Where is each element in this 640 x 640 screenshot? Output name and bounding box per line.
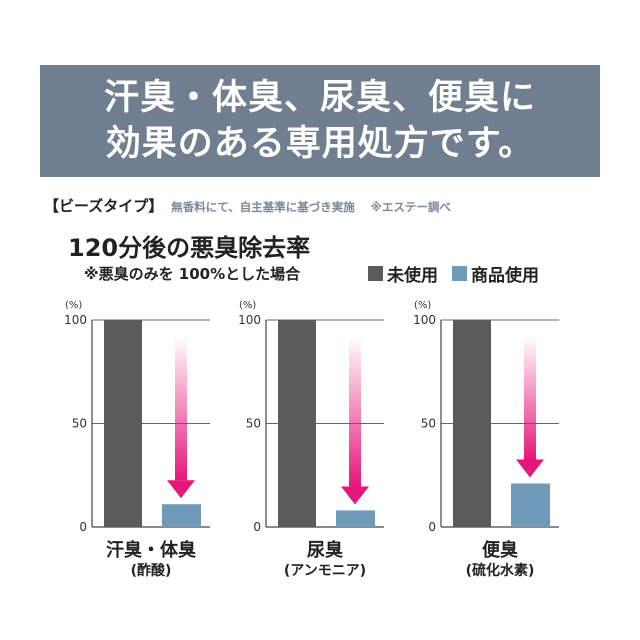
category-label: 便臭 (硫化水素) — [425, 540, 575, 580]
category-label: 尿臭 (アンモニア) — [250, 540, 400, 580]
y-tick-label: 100 — [64, 313, 87, 327]
legend-item-used: 商品使用 — [452, 261, 539, 286]
headline-line-1: 汗臭・体臭、尿臭、便臭に — [103, 78, 536, 118]
y-tick-label: 100 — [238, 313, 261, 327]
y-tick-label: 100 — [413, 313, 436, 327]
category-substance: (アンモニア) — [283, 563, 367, 579]
y-tick-label: 50 — [421, 417, 436, 431]
y-unit-label: (%) — [414, 300, 431, 311]
headline-banner: 汗臭・体臭、尿臭、便臭に 効果のある専用処方です。 — [40, 65, 600, 177]
legend-label-used: 商品使用 — [471, 266, 539, 286]
bar-used — [336, 510, 375, 527]
category-substance: (酢酸) — [130, 563, 172, 579]
category-name: 尿臭 — [307, 540, 343, 561]
test-note: 【ビーズタイプ】 無香料にて、自主基準に基づき実施 ※エステー調べ — [44, 195, 451, 216]
source-text: ※エステー調べ — [370, 200, 451, 214]
reduction-arrow-shaft — [524, 336, 536, 460]
legend-item-unused: 未使用 — [368, 261, 438, 286]
test-condition-text: 無香料にて、自主基準に基づき実施 — [171, 200, 355, 214]
reduction-arrow-head — [167, 480, 195, 499]
chart-legend: 未使用 商品使用 — [368, 261, 553, 286]
y-tick-label: 50 — [246, 417, 261, 431]
y-unit-label: (%) — [65, 300, 82, 311]
category-substance: (硫化水素) — [465, 563, 535, 579]
y-tick-label: 0 — [79, 520, 87, 534]
legend-swatch-used — [452, 266, 467, 281]
y-tick-label: 50 — [72, 417, 87, 431]
bar-used — [162, 504, 201, 527]
reduction-arrow-head — [516, 459, 544, 478]
reduction-arrow-shaft — [349, 336, 361, 487]
category-name: 汗臭・体臭 — [106, 540, 196, 561]
reduction-arrow-head — [341, 486, 369, 505]
bar-used — [511, 483, 550, 527]
legend-label-unused: 未使用 — [387, 266, 438, 286]
reduction-arrow-shaft — [175, 336, 187, 481]
bar-unused — [453, 320, 491, 527]
bar-unused — [278, 320, 316, 527]
y-tick-label: 0 — [428, 520, 436, 534]
y-unit-label: (%) — [239, 300, 256, 311]
legend-swatch-unused — [368, 266, 383, 281]
headline-line-2: 効果のある専用処方です。 — [105, 124, 535, 164]
bar-unused — [104, 320, 142, 527]
chart-title: 120分後の悪臭除去率 — [68, 234, 311, 262]
category-name: 便臭 — [482, 540, 518, 561]
category-label: 汗臭・体臭 (酢酸) — [76, 540, 226, 580]
y-tick-label: 0 — [253, 520, 261, 534]
product-type-label: 【ビーズタイプ】 — [44, 197, 164, 215]
chart-subtitle: ※悪臭のみを 100%とした場合 — [84, 265, 301, 283]
